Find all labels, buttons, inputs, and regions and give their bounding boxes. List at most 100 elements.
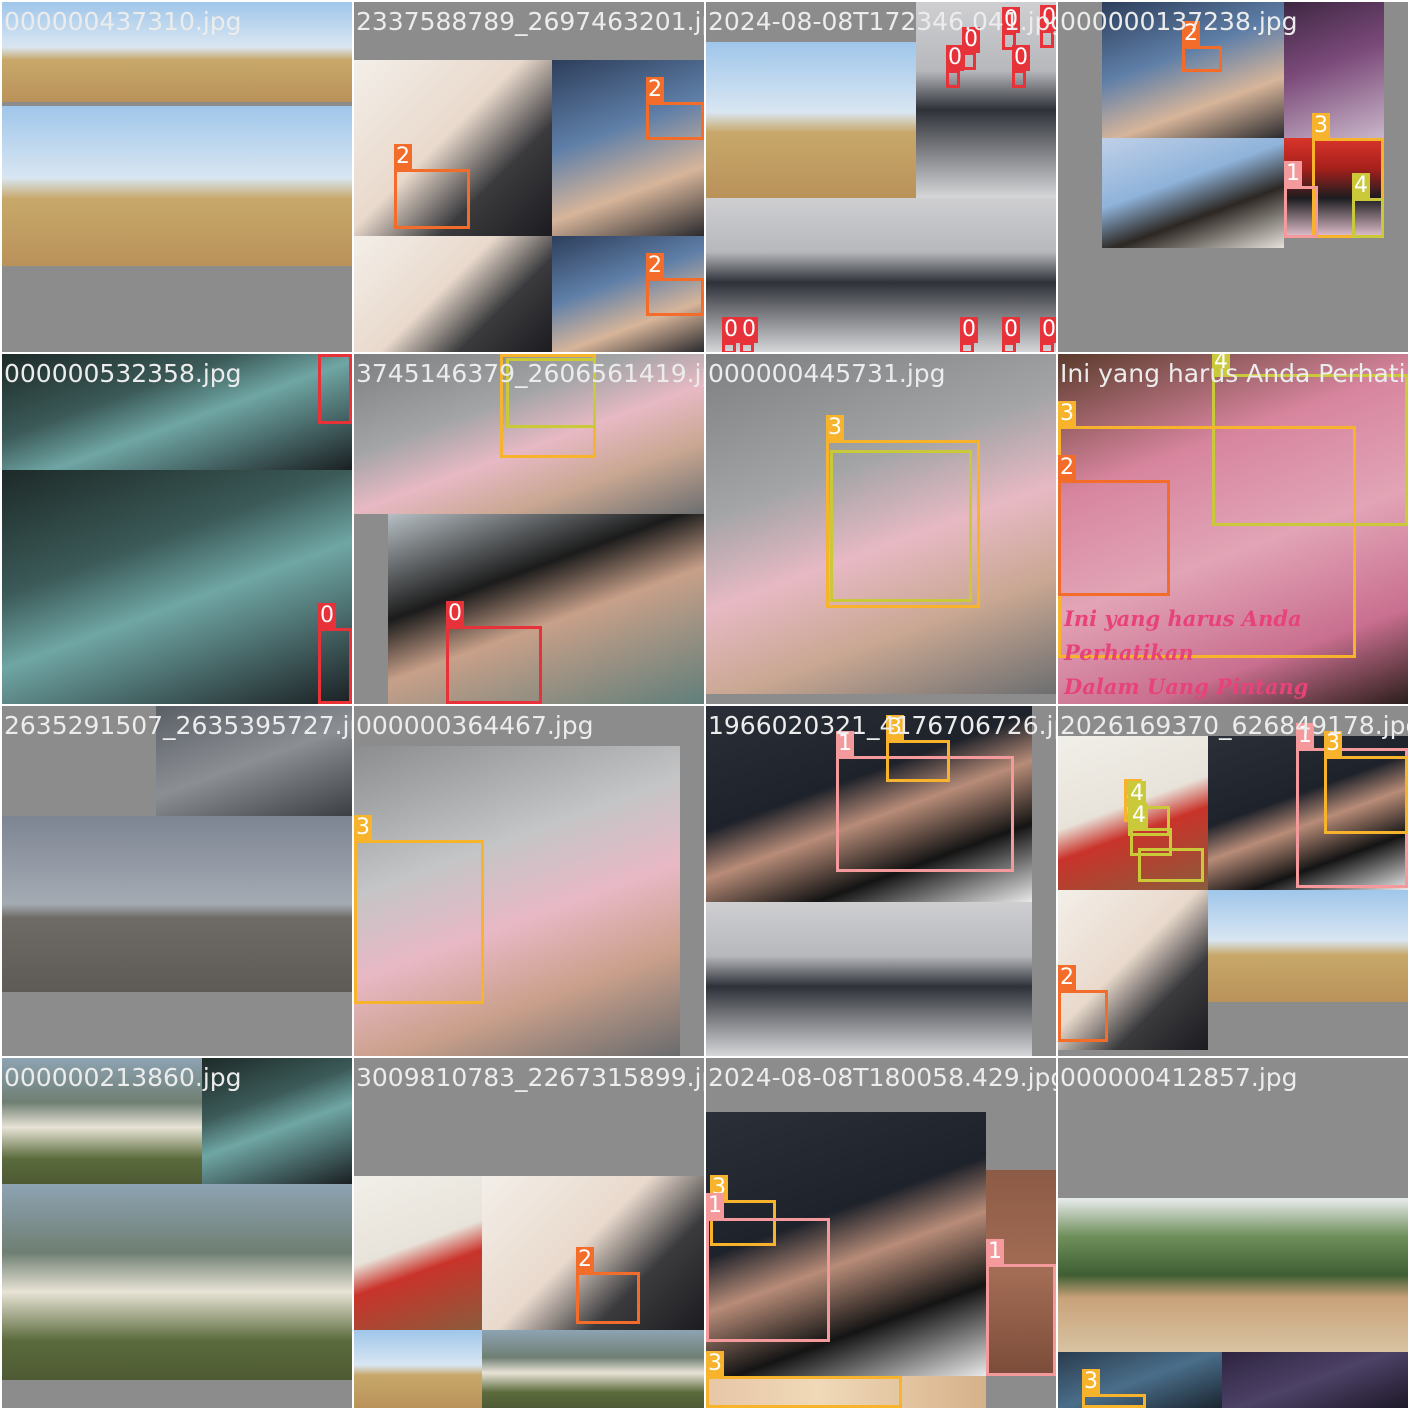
image-filename: 000000213860.jpg (4, 1063, 242, 1092)
photo-cat-bed (1102, 138, 1284, 248)
mosaic-tile[interactable]: 0 0 0 0 0 0 0 0 0 0 2024-08-08T172346.04… (706, 2, 1056, 352)
bounding-box-tag: 0 (1012, 45, 1030, 71)
bounding-box[interactable]: 4 (1352, 173, 1384, 238)
photo-card-terminal (354, 236, 552, 352)
bounding-box-tag: 3 (1058, 401, 1076, 427)
bounding-box[interactable]: 0 (1002, 7, 1020, 50)
bounding-box[interactable]: 0 (740, 317, 758, 352)
bounding-box[interactable]: 1 (836, 731, 1014, 872)
mosaic-tile[interactable]: 3 0 3745146379_2606561419.jpg (354, 354, 704, 704)
bounding-box-tag: 2 (394, 144, 412, 170)
mosaic-tile[interactable]: 1 3 3 4 4 2 2026169370_626849178.jpg (1058, 706, 1408, 1056)
bounding-box[interactable]: 0 (960, 317, 978, 352)
bounding-box[interactable]: 2 (1182, 21, 1222, 72)
photo-sheep (202, 1184, 352, 1380)
bounding-box-tag: 3 (1312, 113, 1330, 139)
bounding-box-tag: 0 (960, 317, 978, 343)
photo-sheep (2, 1058, 202, 1184)
bounding-box-tag: 3 (1082, 1369, 1100, 1395)
bounding-box[interactable]: 3 (354, 815, 484, 1004)
bounding-box-tag: 0 (318, 354, 336, 355)
photo-money-strip (706, 1376, 986, 1408)
photo-zoo-giraffe (1058, 1198, 1234, 1352)
photo-card-terminal (1058, 890, 1208, 1050)
mosaic-tile[interactable]: 000000213860.jpg (2, 1058, 352, 1408)
photo-giraffe (112, 2, 352, 102)
bounding-box-tag: 2 (1182, 21, 1200, 47)
photo-giraffe-gray (156, 816, 352, 992)
bounding-box-tag: 0 (1002, 317, 1020, 343)
bounding-box[interactable]: 0 (1012, 45, 1030, 88)
bounding-box[interactable]: 0 (446, 601, 542, 704)
photo-woman-phone (388, 514, 704, 704)
image-filename: 000000532358.jpg (4, 359, 242, 388)
bounding-box[interactable]: 4 (1130, 803, 1172, 856)
mosaic-tile[interactable]: 2 3 1 4 000000137238.jpg (1058, 2, 1408, 352)
mosaic-tile[interactable]: 1 3 1966020321_4176706726.jpg (706, 706, 1056, 1056)
photo-giraffe (1208, 890, 1408, 1002)
bounding-box[interactable]: 2 (394, 144, 470, 229)
mosaic-tile[interactable]: 4 3 2 Ini yang harus Anda Perhatikan Dal… (1058, 354, 1408, 704)
photo-atm-hand (552, 60, 704, 236)
mosaic-tile[interactable]: 0 0 000000532358.jpg (2, 354, 352, 704)
bounding-box[interactable]: 2 (646, 77, 704, 140)
photo-card-terminal (354, 60, 552, 236)
bounding-box[interactable]: 0 (318, 354, 352, 424)
mosaic-tile[interactable]: 3 000000364467.jpg (354, 706, 704, 1056)
mosaic-tile[interactable]: 000000437310.jpg (2, 2, 352, 352)
image-filename: 3009810783_2267315899.jpg (356, 1063, 704, 1092)
photo-giraffe (706, 42, 916, 198)
bounding-box-tag: 3 (886, 715, 904, 741)
bounding-box[interactable]: 0 (1040, 5, 1056, 48)
photo-umbrella-night (202, 1058, 352, 1184)
bounding-box[interactable]: 3 (706, 1351, 902, 1408)
bounding-box-tag: 0 (318, 603, 336, 629)
bounding-box[interactable]: 1 (706, 1193, 830, 1342)
bounding-box[interactable] (1138, 848, 1204, 882)
bounding-box[interactable] (830, 450, 972, 602)
bounding-box[interactable]: 1 (1284, 161, 1318, 238)
bounding-box[interactable]: 2 (576, 1247, 640, 1324)
mosaic-tile[interactable]: 3 000000412857.jpg (1058, 1058, 1408, 1408)
bounding-box[interactable]: 2 (646, 253, 704, 316)
mosaic-tile[interactable]: 2 2 2 2337588789_2697463201.jpg (354, 2, 704, 352)
bounding-box[interactable]: 0 (1002, 317, 1020, 352)
bounding-box-tag: 1 (706, 1193, 724, 1219)
photo-umbrella-night (2, 354, 352, 470)
bounding-box-tag: 2 (646, 77, 664, 103)
bounding-box[interactable]: 0 (722, 317, 740, 352)
image-filename: 3745146379_2606561419.jpg (356, 359, 704, 388)
mosaic-tile[interactable]: 3 1 1 3 2024-08-08T180058.429.jpg (706, 1058, 1056, 1408)
image-filename: 000000445731.jpg (708, 359, 946, 388)
bounding-box-tag: 2 (1058, 455, 1076, 481)
bounding-box[interactable]: 4 (1128, 781, 1170, 836)
bounding-box-tag: 0 (446, 601, 464, 627)
photo-sheep (482, 1330, 704, 1408)
bounding-box-tag: 1 (1296, 723, 1314, 749)
bounding-box[interactable]: 3 (826, 415, 980, 608)
mosaic-tile[interactable]: 2635291507_2635395727.jpg (2, 706, 352, 1056)
photo-store-display (916, 2, 1056, 198)
bounding-box[interactable]: 0 (962, 27, 980, 70)
bounding-box[interactable]: 0 (1040, 317, 1056, 352)
bounding-box[interactable]: 2 (1058, 455, 1170, 596)
mosaic-tile[interactable]: 3 000000445731.jpg (706, 354, 1056, 704)
bounding-box[interactable]: 3 (1324, 731, 1408, 834)
photo-store-display (706, 902, 1032, 1056)
bounding-box[interactable]: 1 (986, 1239, 1056, 1376)
bounding-box[interactable]: 3 (1082, 1369, 1146, 1408)
bounding-box-tag: 1 (836, 731, 854, 757)
bounding-box[interactable]: 0 (318, 603, 352, 704)
mosaic-tile[interactable]: 2 3009810783_2267315899.jpg (354, 1058, 704, 1408)
bounding-box[interactable] (506, 358, 596, 428)
bounding-box[interactable]: 3 (886, 715, 950, 782)
photo-giraffe (354, 1330, 482, 1408)
bounding-box[interactable]: 4 (1212, 354, 1408, 526)
caption-line: Dalam Uang Pintang (1064, 674, 1309, 699)
bounding-box-tag: 3 (706, 1351, 724, 1377)
image-filename: 000000437310.jpg (4, 7, 242, 36)
image-filename: 2337588789_2697463201.jpg (356, 7, 704, 36)
bounding-box[interactable]: 0 (946, 45, 964, 88)
bounding-box[interactable]: 2 (1058, 965, 1108, 1042)
